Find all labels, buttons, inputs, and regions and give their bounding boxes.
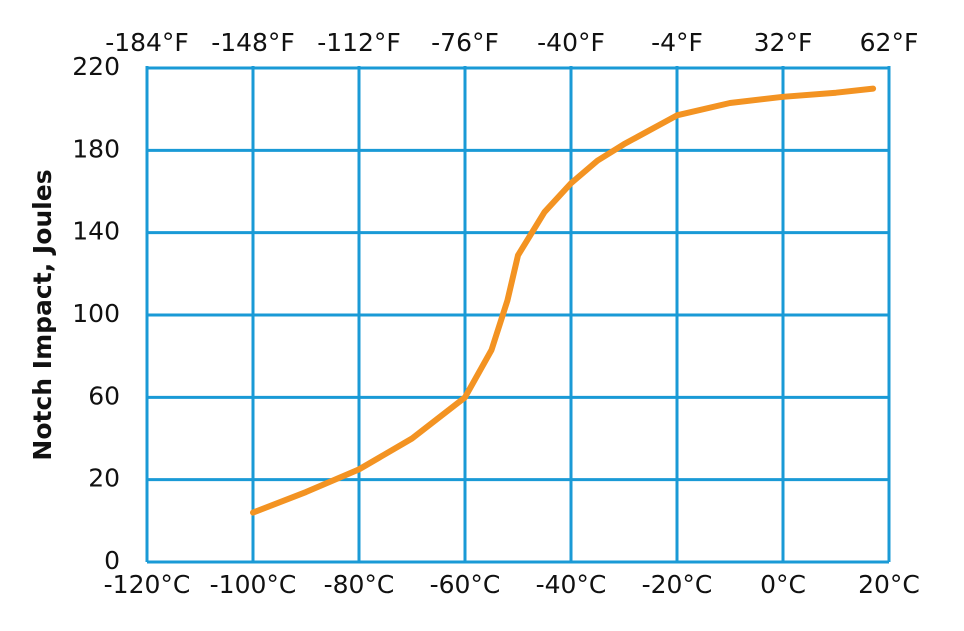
y-tick-label: 60 bbox=[88, 381, 120, 410]
x2-tick-label: -184°F bbox=[105, 28, 189, 57]
x2-tick-label: -76°F bbox=[431, 28, 499, 57]
y-tick-label: 180 bbox=[72, 134, 120, 163]
x-tick-label: -80°C bbox=[324, 570, 395, 599]
x2-tick-label: 32°F bbox=[754, 28, 813, 57]
y-axis-label: Notch Impact, Joules bbox=[28, 169, 57, 460]
x-tick-label: -20°C bbox=[642, 570, 713, 599]
data-line bbox=[250, 85, 877, 516]
y-tick-label: 220 bbox=[72, 52, 120, 81]
y-tick-label: 20 bbox=[88, 464, 120, 493]
x-tick-label: -40°C bbox=[536, 570, 607, 599]
x-tick-label: -60°C bbox=[430, 570, 501, 599]
y-tick-label: 0 bbox=[104, 546, 120, 575]
x-tick-label: -100°C bbox=[210, 570, 297, 599]
x2-tick-label: -40°F bbox=[537, 28, 605, 57]
x-tick-label: 20°C bbox=[858, 570, 920, 599]
x2-tick-label: -4°F bbox=[651, 28, 703, 57]
y-tick-label: 140 bbox=[72, 217, 120, 246]
x-tick-label: 0°C bbox=[760, 570, 806, 599]
x-tick-label: -120°C bbox=[104, 570, 191, 599]
x2-tick-label: -112°F bbox=[317, 28, 401, 57]
x2-tick-label: 62°F bbox=[860, 28, 919, 57]
y-tick-label: 100 bbox=[72, 299, 120, 328]
x2-tick-label: -148°F bbox=[211, 28, 295, 57]
